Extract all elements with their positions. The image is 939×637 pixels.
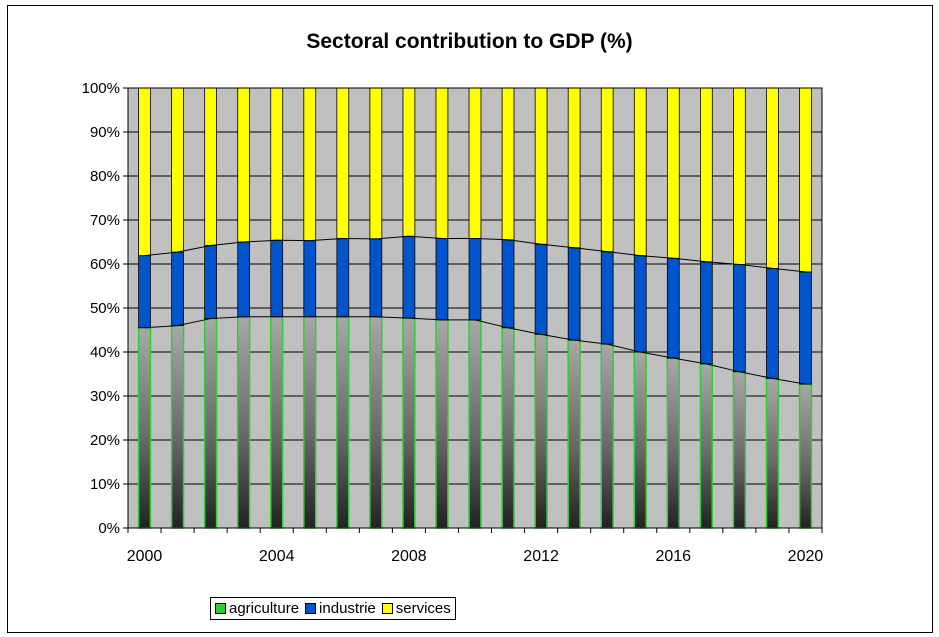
bar-services-2010 bbox=[468, 87, 482, 239]
bar-services-2017 bbox=[699, 87, 713, 263]
bar-services-2004 bbox=[270, 87, 284, 241]
bar-agriculture-2011 bbox=[501, 327, 515, 529]
legend-item-agriculture: agriculture bbox=[215, 600, 299, 617]
bar-services-2014 bbox=[600, 87, 614, 253]
bar-services-2012 bbox=[534, 87, 548, 245]
legend-swatch-industrie bbox=[305, 603, 317, 614]
bar-services-2019 bbox=[766, 87, 779, 269]
bar-agriculture-2014 bbox=[600, 343, 614, 529]
bar-services-2013 bbox=[567, 87, 581, 249]
agriculture-boundary-line bbox=[144, 316, 806, 385]
bar-agriculture-2007 bbox=[369, 316, 383, 529]
bar-agriculture-2002 bbox=[203, 317, 218, 529]
bar-industrie-2003 bbox=[237, 241, 251, 318]
bar-agriculture-2015 bbox=[633, 351, 647, 529]
y-tick-label: 90% bbox=[90, 124, 120, 141]
bar-industrie-2006 bbox=[336, 238, 350, 318]
y-tick-label: 100% bbox=[82, 80, 120, 97]
bar-agriculture-2008 bbox=[402, 317, 416, 529]
bar-services-2011 bbox=[501, 87, 515, 241]
bar-agriculture-2006 bbox=[336, 316, 350, 529]
y-tick-label: 40% bbox=[90, 344, 120, 361]
bar-agriculture-2001 bbox=[170, 324, 185, 529]
legend-label-services: services bbox=[395, 600, 451, 617]
x-tick-label: 2000 bbox=[127, 548, 163, 565]
bar-agriculture-2018 bbox=[732, 371, 747, 529]
y-tick-label: 20% bbox=[90, 432, 120, 449]
legend-item-services: services bbox=[381, 600, 451, 617]
y-tick-label: 10% bbox=[90, 476, 120, 493]
bar-services-2016 bbox=[666, 87, 680, 259]
bar-agriculture-2020 bbox=[798, 383, 813, 529]
bar-agriculture-2003 bbox=[236, 316, 251, 529]
bar-industrie-2007 bbox=[369, 238, 383, 318]
bar-industrie-2014 bbox=[600, 251, 614, 345]
y-tick-label: 0% bbox=[98, 520, 120, 537]
bar-services-2003 bbox=[237, 87, 251, 243]
bar-services-2002 bbox=[204, 87, 217, 246]
bar-services-2018 bbox=[733, 87, 746, 265]
bar-agriculture-2005 bbox=[303, 316, 317, 529]
bar-services-2001 bbox=[171, 87, 184, 253]
y-tick-label: 30% bbox=[90, 388, 120, 405]
bar-agriculture-2017 bbox=[699, 363, 714, 529]
bar-industrie-2010 bbox=[468, 238, 482, 321]
plot-border bbox=[127, 87, 823, 529]
bar-industrie-2016 bbox=[666, 257, 680, 359]
legend-swatch-agriculture bbox=[215, 603, 226, 614]
y-tick-label: 70% bbox=[90, 212, 120, 229]
bar-agriculture-2009 bbox=[435, 319, 449, 529]
bar-services-2008 bbox=[402, 87, 416, 237]
bar-services-2020 bbox=[799, 87, 812, 273]
y-tick-label: 50% bbox=[90, 300, 120, 317]
industrie-boundary-line bbox=[144, 235, 806, 273]
bar-industrie-2011 bbox=[501, 239, 515, 329]
bar-industrie-2018 bbox=[733, 264, 746, 373]
y-tick-label: 60% bbox=[90, 256, 120, 273]
x-tick-label: 2020 bbox=[788, 548, 824, 565]
bar-industrie-2004 bbox=[270, 239, 284, 318]
bar-industrie-2005 bbox=[303, 240, 317, 318]
bar-agriculture-2016 bbox=[666, 357, 680, 529]
bar-services-2015 bbox=[633, 87, 647, 257]
x-tick-label: 2008 bbox=[391, 548, 427, 565]
legend-label-industrie: industrie bbox=[319, 600, 376, 617]
bar-industrie-2000 bbox=[138, 255, 151, 329]
bar-agriculture-2000 bbox=[137, 327, 152, 529]
bar-industrie-2017 bbox=[699, 261, 713, 365]
bar-agriculture-2012 bbox=[534, 333, 548, 529]
bar-services-2005 bbox=[303, 87, 317, 242]
bar-agriculture-2010 bbox=[468, 319, 482, 529]
bar-industrie-2020 bbox=[799, 271, 812, 385]
bar-agriculture-2004 bbox=[270, 316, 284, 529]
bar-services-2006 bbox=[336, 87, 350, 239]
bar-services-2000 bbox=[138, 87, 151, 257]
x-tick-label: 2004 bbox=[259, 548, 295, 565]
bar-services-2009 bbox=[435, 87, 449, 239]
chart-title: Sectoral contribution to GDP (%) bbox=[306, 30, 633, 53]
legend-label-agriculture: agriculture bbox=[229, 600, 300, 617]
bar-services-2007 bbox=[369, 87, 383, 240]
bar-industrie-2015 bbox=[633, 255, 647, 353]
bar-industrie-2019 bbox=[766, 267, 779, 379]
x-tick-label: 2016 bbox=[655, 548, 691, 565]
bar-agriculture-2013 bbox=[567, 339, 581, 529]
bar-industrie-2009 bbox=[435, 238, 449, 321]
bar-agriculture-2019 bbox=[765, 377, 780, 529]
legend-item-industrie: industrie bbox=[305, 600, 376, 617]
legend: agriculture industrie services bbox=[210, 597, 456, 620]
bar-industrie-2008 bbox=[402, 235, 416, 319]
y-tick-label: 80% bbox=[90, 168, 120, 185]
bar-industrie-2012 bbox=[534, 243, 548, 335]
bar-industrie-2013 bbox=[567, 247, 581, 341]
bar-industrie-2002 bbox=[204, 245, 217, 319]
legend-swatch-services bbox=[381, 603, 393, 614]
bar-industrie-2001 bbox=[171, 251, 184, 326]
x-tick-label: 2012 bbox=[523, 548, 559, 565]
